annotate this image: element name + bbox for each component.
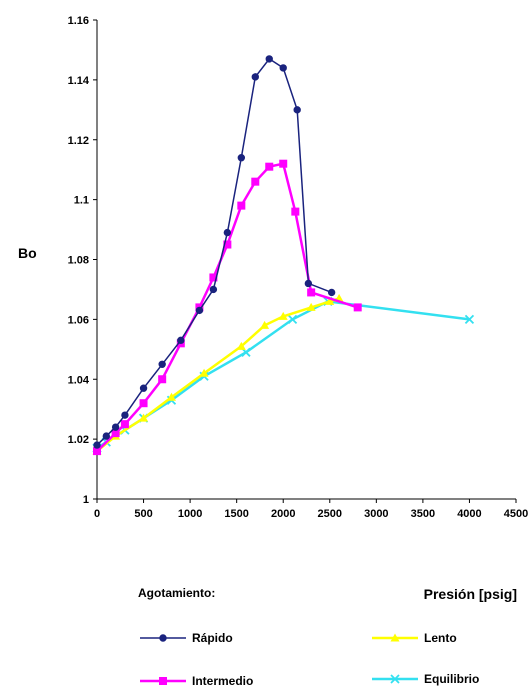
legend-label: Intermedio bbox=[192, 674, 253, 687]
y-tick-label: 1.14 bbox=[68, 75, 90, 87]
series-line-rapido bbox=[96, 57, 332, 446]
data-point-rapido bbox=[265, 55, 273, 63]
data-point-intermedio bbox=[111, 429, 120, 438]
legend-item-equilibrio: Equilibrio bbox=[372, 672, 479, 686]
series-layer bbox=[92, 55, 475, 456]
series-rapido bbox=[93, 55, 336, 449]
y-tick-label: 1.02 bbox=[68, 434, 89, 446]
x-tick-label: 3500 bbox=[411, 508, 435, 520]
x-tick-label: 2500 bbox=[318, 508, 342, 520]
data-point-intermedio bbox=[237, 201, 246, 210]
x-axis-ticks: 0 500 1000 1500 2000 2500 3000 3500 4000 4500 bbox=[94, 499, 528, 520]
legend-swatch-marker bbox=[159, 677, 167, 685]
series-line-lento bbox=[96, 297, 340, 453]
data-point-rapido bbox=[293, 106, 301, 114]
x-tick-label: 4500 bbox=[504, 508, 528, 520]
legend-label: Equilibrio bbox=[424, 672, 479, 686]
data-point-intermedio bbox=[353, 303, 362, 312]
series-intermedio bbox=[93, 159, 362, 456]
data-point-rapido bbox=[93, 441, 101, 449]
data-point-rapido bbox=[209, 285, 218, 294]
series-lento bbox=[92, 293, 344, 455]
y-tick-label: 1.16 bbox=[68, 15, 89, 27]
data-point-intermedio bbox=[279, 159, 288, 168]
data-point-rapido bbox=[237, 154, 246, 162]
data-point-lento bbox=[278, 311, 288, 320]
legend-swatch-marker bbox=[390, 633, 400, 642]
y-tick-label: 1.08 bbox=[68, 255, 89, 267]
y-tick-label: 1.04 bbox=[68, 374, 90, 386]
x-tick-label: 500 bbox=[134, 508, 152, 520]
data-point-equilibrio bbox=[464, 314, 475, 325]
data-point-intermedio bbox=[93, 447, 101, 456]
series-line-equilibrio bbox=[96, 300, 470, 450]
x-tick-label: 2000 bbox=[271, 508, 295, 520]
data-point-rapido bbox=[195, 306, 204, 315]
data-point-rapido bbox=[111, 423, 120, 431]
x-tick-label: 1000 bbox=[178, 508, 202, 520]
data-point-lento bbox=[166, 392, 176, 401]
x-axis-title: Presión [psig] bbox=[424, 586, 517, 602]
legend-item-lento: Lento bbox=[372, 631, 457, 645]
x-tick-label: 4000 bbox=[457, 508, 481, 520]
data-point-rapido bbox=[139, 384, 148, 392]
data-point-intermedio bbox=[209, 273, 218, 282]
legend-swatch-marker bbox=[390, 674, 400, 684]
data-point-intermedio bbox=[223, 240, 232, 249]
data-point-equilibrio bbox=[287, 314, 298, 325]
x-tick-label: 0 bbox=[94, 508, 100, 520]
legend-item-rapido: Rápido bbox=[140, 631, 233, 645]
data-point-rapido bbox=[177, 336, 185, 345]
data-point-rapido bbox=[304, 279, 313, 288]
y-tick-label: 1 bbox=[83, 494, 89, 506]
legend-swatch-marker bbox=[159, 634, 167, 642]
y-axis-ticks: 1 1.02 1.04 1.06 1.08 1.1 1.12 1.14 1.16 bbox=[68, 15, 97, 506]
data-point-rapido bbox=[279, 64, 287, 72]
legend: Agotamiento: Rápido Intermedio Lento Equili… bbox=[138, 586, 479, 687]
data-point-intermedio bbox=[139, 399, 148, 408]
data-point-rapido bbox=[102, 432, 111, 440]
y-tick-label: 1.06 bbox=[68, 314, 89, 326]
data-point-lento bbox=[236, 341, 246, 350]
data-point-lento bbox=[199, 368, 209, 377]
legend-label: Lento bbox=[424, 631, 457, 645]
data-point-lento bbox=[306, 302, 316, 311]
data-point-rapido bbox=[158, 360, 166, 368]
data-point-intermedio bbox=[291, 207, 300, 216]
y-axis-title: Bo bbox=[18, 245, 37, 261]
data-point-rapido bbox=[223, 228, 232, 237]
data-point-rapido bbox=[121, 411, 129, 419]
data-point-rapido bbox=[251, 73, 259, 81]
data-point-intermedio bbox=[158, 375, 167, 384]
data-point-lento bbox=[260, 320, 270, 329]
data-point-intermedio bbox=[251, 177, 260, 186]
data-point-lento bbox=[139, 413, 149, 422]
y-tick-label: 1.12 bbox=[68, 135, 89, 147]
y-tick-label: 1.1 bbox=[74, 195, 89, 207]
series-equilibrio bbox=[92, 296, 475, 453]
legend-item-intermedio: Intermedio bbox=[140, 674, 253, 687]
data-point-lento bbox=[325, 296, 335, 305]
x-tick-label: 1500 bbox=[224, 508, 248, 520]
legend-items: Rápido Intermedio Lento Equilibrio bbox=[140, 631, 479, 687]
legend-label: Rápido bbox=[192, 631, 233, 645]
data-point-intermedio bbox=[120, 420, 129, 429]
data-point-intermedio bbox=[307, 288, 316, 297]
data-point-intermedio bbox=[265, 162, 274, 171]
x-tick-label: 3000 bbox=[364, 508, 388, 520]
legend-title: Agotamiento: bbox=[138, 586, 215, 600]
data-point-rapido bbox=[327, 288, 336, 297]
